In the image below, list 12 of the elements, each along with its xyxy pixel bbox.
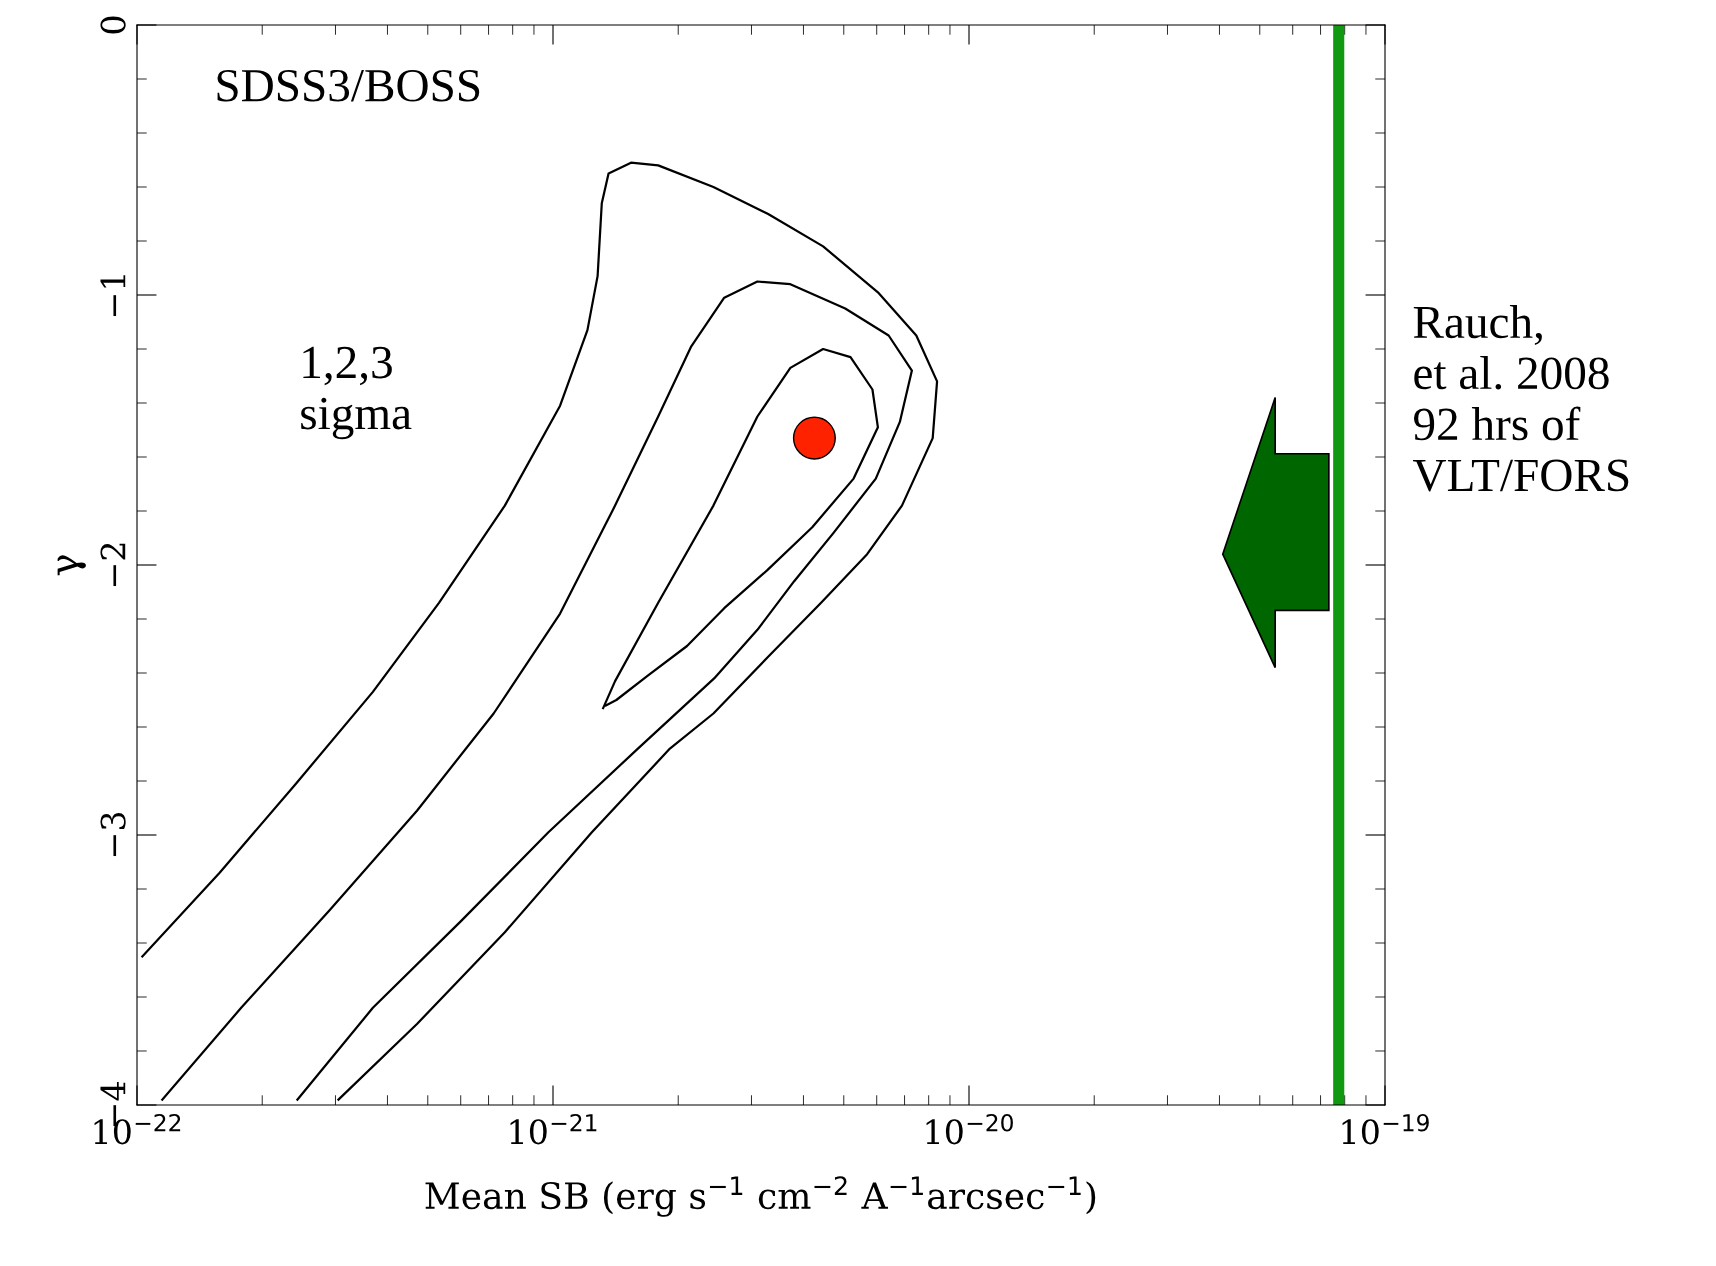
annotation: SDSS3/BOSS: [217, 69, 480, 102]
x-tick-label: 10$^{−21}$: [510, 1113, 597, 1145]
text: Rauch, et al. 2008 92 hrs of VLT/FORS: [1412, 305, 1629, 492]
y-tick-label: −1: [100, 275, 126, 317]
y-axis-title: γ: [57, 555, 86, 576]
x-tick-label: 10$^{−20}$: [926, 1113, 1013, 1145]
annotation: 1,2,3 sigma: [301, 346, 412, 440]
y-tick-label: 0: [100, 16, 126, 34]
text: Mean SB (erg s$^{−1}$ cm$^{−2}$ A$^{−1}$arcsec$^{−1}$): [425, 1176, 1096, 1217]
y-tick-label: −3: [100, 812, 126, 857]
x-tick-label: 10$^{−19}$: [1342, 1113, 1429, 1145]
y-tick-label: −2: [100, 543, 126, 587]
